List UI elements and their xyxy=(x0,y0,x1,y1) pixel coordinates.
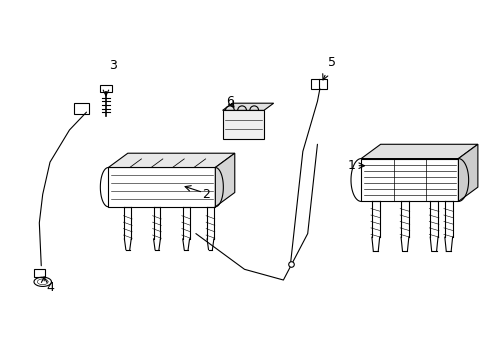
Text: 5: 5 xyxy=(327,55,335,69)
Text: 1: 1 xyxy=(347,159,355,172)
Text: 3: 3 xyxy=(109,59,117,72)
Text: 2: 2 xyxy=(201,188,209,201)
Polygon shape xyxy=(458,144,477,202)
Text: 4: 4 xyxy=(46,281,54,294)
Polygon shape xyxy=(108,153,234,167)
Polygon shape xyxy=(215,153,234,207)
Polygon shape xyxy=(361,144,477,158)
Polygon shape xyxy=(222,111,264,139)
Text: 6: 6 xyxy=(225,95,233,108)
Polygon shape xyxy=(222,103,273,111)
